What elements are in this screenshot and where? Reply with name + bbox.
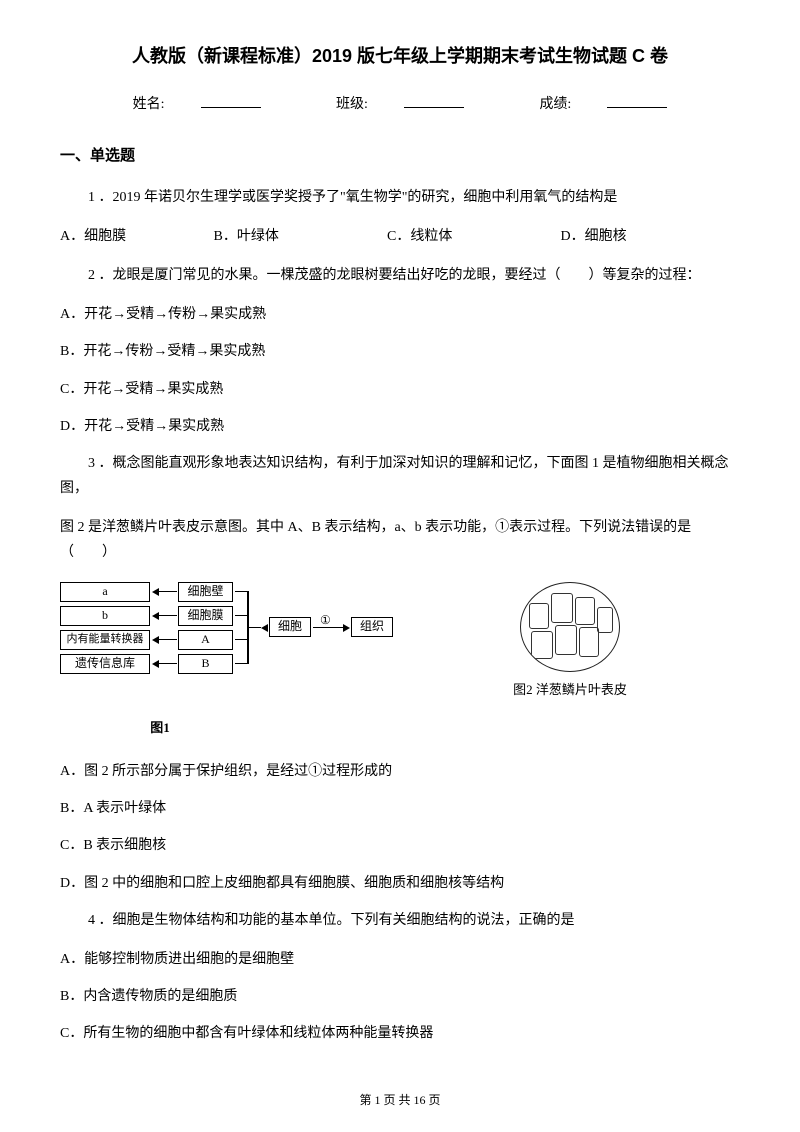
q1-opt-a: A．细胞膜 (60, 224, 210, 249)
d1-box-genetic: 遗传信息库 (60, 654, 150, 674)
section-single-choice: 一、单选题 (60, 142, 740, 169)
q1-opt-c: C．线粒体 (387, 224, 557, 249)
d1-box-a: a (60, 582, 150, 602)
q1-opt-b: B．叶绿体 (214, 224, 384, 249)
d1-box-wall: 细胞壁 (178, 582, 233, 602)
page-footer: 第 1 页 共 16 页 (0, 1090, 800, 1112)
q4-stem: 4 ．细胞是生物体结构和功能的基本单位。下列有关细胞结构的说法，正确的是 (60, 908, 740, 933)
d1-box-membrane: 细胞膜 (178, 606, 233, 626)
d1-box-tissue: 组织 (351, 617, 393, 637)
line-icon (159, 615, 177, 617)
name-label: 姓名: (115, 97, 279, 112)
arrow-icon (152, 588, 159, 596)
page-title: 人教版（新课程标准）2019 版七年级上学期期末考试生物试题 C 卷 (60, 40, 740, 72)
line-icon (235, 615, 247, 617)
q4-opt-a: A．能够控制物质进出细胞的是细胞壁 (60, 947, 740, 972)
d1-box-energy: 内有能量转换器 (60, 630, 150, 650)
q4-opt-c: C．所有生物的细胞中都含有叶绿体和线粒体两种能量转换器 (60, 1021, 740, 1046)
arrow-icon (343, 624, 350, 632)
line-icon (235, 663, 247, 665)
diagram1: a b 内有能量转换器 遗传信息库 细胞壁 细胞膜 A B (60, 582, 420, 712)
q2-opt-b: B．开花→传粉→受精→果实成熟 (60, 339, 740, 364)
d1-box-b: b (60, 606, 150, 626)
q3-opt-b: B．A 表示叶绿体 (60, 796, 740, 821)
diagram2: 图2 洋葱鳞片叶表皮 (480, 582, 660, 701)
info-line: 姓名: 班级: 成绩: (60, 92, 740, 117)
line-icon (235, 639, 247, 641)
figure-row: a b 内有能量转换器 遗传信息库 细胞壁 细胞膜 A B (60, 582, 740, 739)
d1-box-cell: 细胞 (269, 617, 311, 637)
diagram1-wrap: a b 内有能量转换器 遗传信息库 细胞壁 细胞膜 A B (60, 582, 420, 739)
arrow-icon (152, 660, 159, 668)
diagram2-caption: 图2 洋葱鳞片叶表皮 (480, 678, 660, 701)
q1-stem: 1 ．2019 年诺贝尔生理学或医学奖授予了"氧生物学"的研究，细胞中利用氧气的… (60, 185, 740, 210)
d1-box-A: A (178, 630, 233, 650)
d1-circled1: ① (320, 610, 331, 632)
q2-opt-c: C．开花→受精→果实成熟 (60, 377, 740, 402)
q2-opt-d: D．开花→受精→果实成熟 (60, 414, 740, 439)
q3-opt-a: A．图 2 所示部分属于保护组织，是经过①过程形成的 (60, 759, 740, 784)
q1-opt-d: D．细胞核 (561, 224, 627, 249)
q3-opt-d: D．图 2 中的细胞和口腔上皮细胞都具有细胞膜、细胞质和细胞核等结构 (60, 871, 740, 896)
q2-stem: 2 ．龙眼是厦门常见的水果。一棵茂盛的龙眼树要结出好吃的龙眼，要经过（ ）等复杂… (60, 263, 740, 288)
diagram1-caption: 图1 (60, 716, 260, 739)
q2-opt-a: A．开花→受精→传粉→果实成熟 (60, 302, 740, 327)
d1-box-B: B (178, 654, 233, 674)
q4-opt-b: B．内含遗传物质的是细胞质 (60, 984, 740, 1009)
q3-options: A．图 2 所示部分属于保护组织，是经过①过程形成的 B．A 表示叶绿体 C．B… (60, 759, 740, 896)
line-icon (159, 663, 177, 665)
line-icon (159, 591, 177, 593)
q3-stem-line2: 图 2 是洋葱鳞片叶表皮示意图。其中 A、B 表示结构，a、b 表示功能，①表示… (60, 515, 740, 565)
diagram2-circle (520, 582, 620, 672)
line-icon (159, 639, 177, 641)
class-label: 班级: (318, 97, 482, 112)
line-icon (235, 591, 247, 593)
arrow-icon (261, 624, 268, 632)
score-label: 成绩: (521, 97, 685, 112)
q1-options: A．细胞膜 B．叶绿体 C．线粒体 D．细胞核 (60, 224, 740, 249)
q3-stem-line1: 3 ．概念图能直观形象地表达知识结构，有利于加深对知识的理解和记忆，下面图 1 … (60, 451, 740, 501)
q4-options: A．能够控制物质进出细胞的是细胞壁 B．内含遗传物质的是细胞质 C．所有生物的细… (60, 947, 740, 1047)
arrow-icon (152, 612, 159, 620)
q3-opt-c: C．B 表示细胞核 (60, 833, 740, 858)
q2-options: A．开花→受精→传粉→果实成熟 B．开花→传粉→受精→果实成熟 C．开花→受精→… (60, 302, 740, 439)
arrow-icon (152, 636, 159, 644)
line-icon (247, 627, 261, 629)
